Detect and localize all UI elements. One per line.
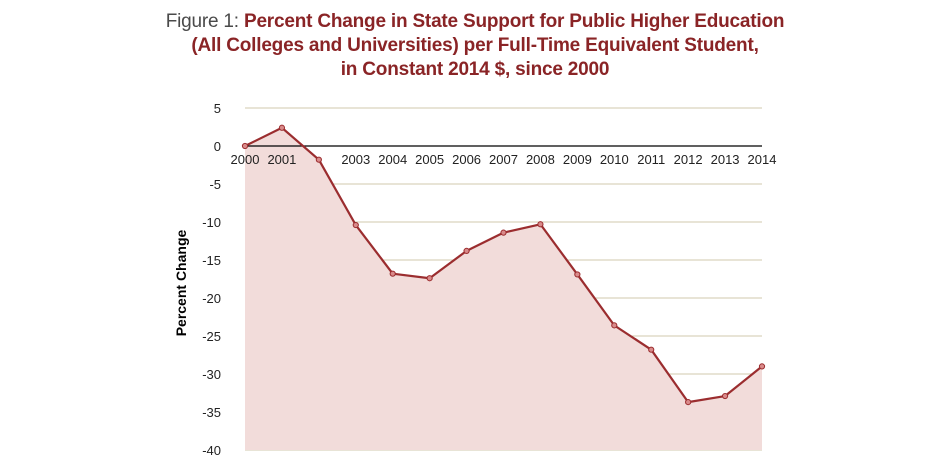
x-tick-label: 2013 bbox=[711, 152, 740, 167]
title-prefix: Figure 1: bbox=[165, 11, 244, 32]
data-point bbox=[463, 247, 470, 254]
y-tick-label: 5 bbox=[214, 101, 221, 116]
y-tick-label: -25 bbox=[202, 329, 221, 344]
x-tick-label: 2009 bbox=[563, 152, 592, 167]
y-tick-label: -35 bbox=[202, 405, 221, 420]
title-line-2: (All Colleges and Universities) per Full… bbox=[191, 35, 759, 56]
x-tick-label: 2014 bbox=[748, 152, 777, 167]
y-tick-label: 0 bbox=[214, 139, 221, 154]
data-point bbox=[537, 221, 544, 228]
title-text-1: Percent Change in State Support for Publ… bbox=[243, 11, 785, 32]
x-tick-label: 2001 bbox=[267, 152, 296, 167]
data-point bbox=[648, 346, 655, 353]
data-point bbox=[315, 156, 322, 163]
x-axis-ticks: 2000 2001 2003 2004 2005 2006 2007 2008 2009 2010… bbox=[231, 152, 777, 167]
x-tick-label: 2006 bbox=[452, 152, 481, 167]
data-point bbox=[685, 399, 692, 406]
x-tick-label: 2008 bbox=[526, 152, 555, 167]
data-point bbox=[611, 322, 618, 329]
data-point bbox=[426, 275, 433, 282]
data-point bbox=[278, 124, 286, 131]
area-fill bbox=[245, 127, 762, 450]
data-point bbox=[721, 392, 729, 400]
x-tick-label: 2010 bbox=[600, 152, 629, 167]
data-point bbox=[500, 229, 507, 236]
x-tick-label: 2012 bbox=[674, 152, 703, 167]
y-tick-label: -30 bbox=[202, 367, 221, 382]
title-line-1: Figure 1: Percent Change in State Suppor… bbox=[0, 10, 950, 34]
chart-title: Figure 1: Percent Change in State Suppor… bbox=[0, 10, 950, 82]
x-tick-label: 2000 bbox=[231, 152, 260, 167]
y-axis-ticks: 5 0 -5 -10 -15 -20 -25 -30 -35 -40 bbox=[202, 101, 221, 458]
y-tick-label: -10 bbox=[202, 215, 221, 230]
x-tick-label: 2005 bbox=[415, 152, 444, 167]
y-tick-label: -15 bbox=[202, 253, 221, 268]
y-tick-label: -5 bbox=[209, 177, 221, 192]
x-tick-label: 2003 bbox=[341, 152, 370, 167]
x-tick-label: 2004 bbox=[378, 152, 407, 167]
data-point bbox=[389, 270, 396, 277]
data-point bbox=[574, 271, 581, 278]
title-line-3: in Constant 2014 $, since 2000 bbox=[340, 59, 610, 80]
y-axis-label: Percent Change bbox=[173, 229, 189, 336]
x-tick-label: 2011 bbox=[637, 152, 665, 167]
y-tick-label: -40 bbox=[202, 443, 221, 458]
y-tick-label: -20 bbox=[202, 291, 221, 306]
x-tick-label: 2007 bbox=[489, 152, 518, 167]
data-point bbox=[352, 221, 359, 229]
data-point bbox=[241, 142, 249, 150]
data-point bbox=[758, 363, 766, 370]
data-markers bbox=[241, 124, 766, 406]
